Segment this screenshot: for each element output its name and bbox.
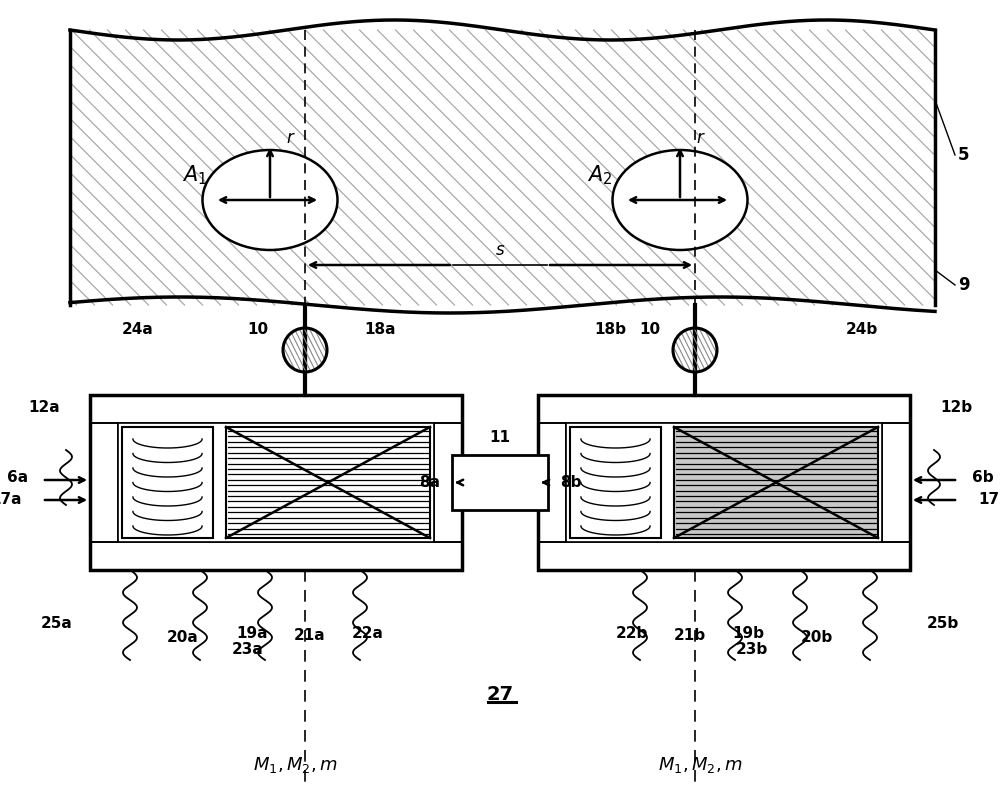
Bar [122, 427, 213, 538]
Text: 23a: 23a [232, 642, 264, 658]
Ellipse shape [612, 150, 748, 250]
Bar [90, 395, 462, 570]
Text: r: r [697, 129, 703, 147]
Text: 8b: 8b [560, 475, 582, 490]
Text: 22a: 22a [352, 626, 384, 641]
Text: $M_1, M_2, m$: $M_1, M_2, m$ [658, 755, 742, 775]
Text: 24b: 24b [846, 323, 878, 337]
Text: 22b: 22b [616, 626, 648, 641]
Bar [90, 423, 118, 542]
Text: 19b: 19b [732, 626, 764, 641]
Text: 10: 10 [247, 323, 268, 337]
Text: s: s [496, 241, 504, 259]
Text: 5: 5 [958, 146, 970, 164]
Text: 21b: 21b [674, 627, 706, 642]
Text: r: r [287, 129, 293, 147]
Bar [90, 395, 462, 423]
Text: 17a: 17a [0, 493, 22, 508]
Text: $M_1, M_2, m$: $M_1, M_2, m$ [253, 755, 337, 775]
Text: 12a: 12a [28, 400, 60, 416]
Bar [70, 30, 935, 305]
Text: 18b: 18b [594, 323, 626, 337]
Text: 6a: 6a [7, 470, 28, 485]
Bar [118, 423, 434, 542]
Text: 18a: 18a [364, 323, 396, 337]
Bar [538, 395, 910, 423]
Bar [434, 423, 462, 542]
Text: 25a: 25a [41, 615, 73, 630]
Text: 10: 10 [639, 323, 660, 337]
Bar [566, 423, 882, 542]
Bar [434, 423, 462, 542]
Bar [674, 427, 878, 538]
Text: 25b: 25b [927, 615, 959, 630]
Text: $A_1$: $A_1$ [182, 163, 208, 187]
Bar [90, 542, 462, 570]
Text: 21a: 21a [294, 627, 326, 642]
Text: 27: 27 [486, 686, 514, 705]
Text: 12b: 12b [940, 400, 972, 416]
Bar [882, 423, 910, 542]
Text: 11: 11 [490, 430, 511, 445]
Ellipse shape [202, 150, 338, 250]
Bar [90, 395, 462, 423]
Text: 6b: 6b [972, 470, 994, 485]
Bar [538, 395, 910, 423]
Bar [882, 423, 910, 542]
Bar [570, 427, 661, 538]
Text: 20b: 20b [801, 630, 833, 646]
Text: 20a: 20a [167, 630, 199, 646]
Bar [226, 427, 430, 538]
Bar [90, 423, 118, 542]
Bar [538, 542, 910, 570]
Text: 23b: 23b [736, 642, 768, 658]
Bar [538, 423, 566, 542]
Text: 9: 9 [958, 276, 970, 294]
Bar [90, 542, 462, 570]
Text: 24a: 24a [122, 323, 154, 337]
Bar [538, 542, 910, 570]
Text: 17b: 17b [978, 493, 1000, 508]
Bar [538, 395, 910, 570]
Text: 19a: 19a [236, 626, 268, 641]
Text: 8a: 8a [419, 475, 440, 490]
Bar [452, 455, 548, 510]
Bar [538, 423, 566, 542]
Text: $A_2$: $A_2$ [587, 163, 613, 187]
